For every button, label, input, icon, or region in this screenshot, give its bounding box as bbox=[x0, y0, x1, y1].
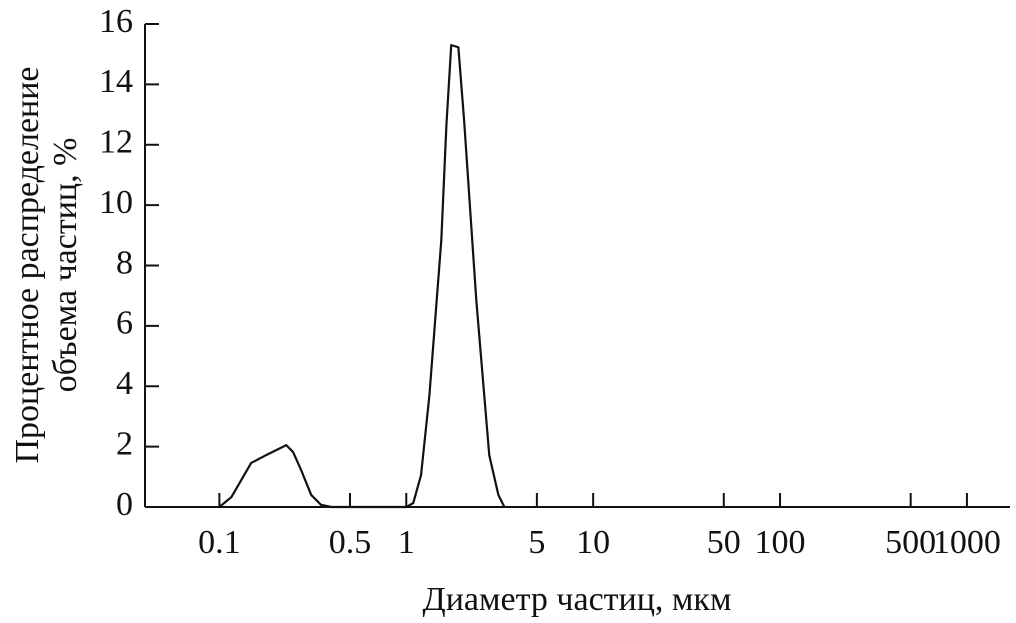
data-line bbox=[218, 44, 506, 509]
x-axis-label: Диаметр частиц, мкм bbox=[423, 581, 732, 618]
x-tick-label: 5 bbox=[528, 524, 545, 561]
x-tick-label: 1000 bbox=[933, 524, 1001, 561]
y-tick-label: 0 bbox=[116, 486, 133, 523]
x-tick-label: 0.1 bbox=[198, 524, 241, 561]
y-tick-label: 8 bbox=[116, 244, 133, 281]
y-axis-label-line: объема частиц, % bbox=[47, 138, 84, 393]
y-axis-label-line: Процентное распределение bbox=[9, 66, 46, 463]
y-tick-label: 14 bbox=[99, 63, 133, 100]
x-tick-label: 10 bbox=[576, 524, 610, 561]
y-tick-label: 2 bbox=[116, 425, 133, 462]
y-tick-label: 6 bbox=[116, 305, 133, 342]
x-tick-label: 500 bbox=[885, 524, 936, 561]
y-tick-label: 4 bbox=[116, 365, 133, 402]
y-tick-label: 16 bbox=[99, 3, 133, 40]
x-tick-label: 50 bbox=[707, 524, 741, 561]
y-tick-label: 12 bbox=[99, 124, 133, 161]
x-tick-label: 1 bbox=[398, 524, 415, 561]
x-tick-label: 100 bbox=[755, 524, 806, 561]
x-tick-label: 0.5 bbox=[329, 524, 372, 561]
y-tick-label: 10 bbox=[99, 184, 133, 221]
y-axis-label: Процентное распределение объема частиц, … bbox=[9, 66, 84, 463]
